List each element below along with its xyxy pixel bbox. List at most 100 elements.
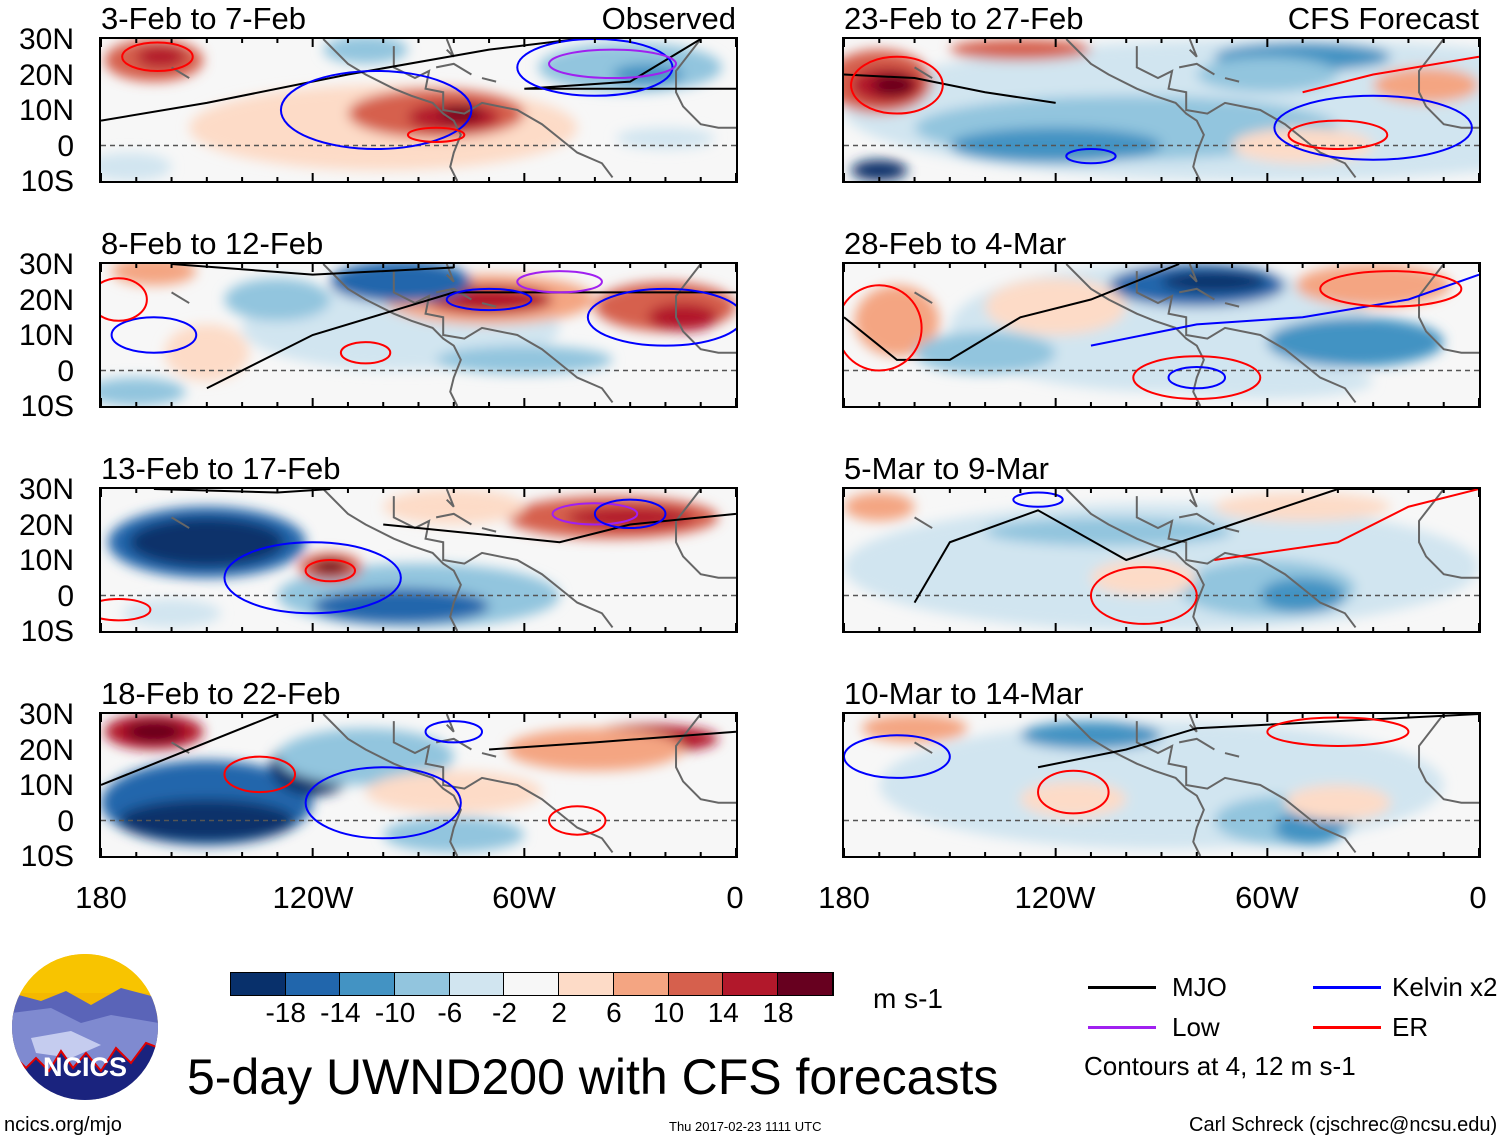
contour (548, 805, 607, 836)
footer-url[interactable]: ncics.org/mjo (4, 1114, 122, 1136)
lon-tick: 60W (492, 880, 556, 915)
colorbar-units: m s-1 (873, 983, 943, 1014)
wind-anomaly-region (1267, 317, 1444, 367)
coastline (914, 741, 933, 754)
contour (844, 264, 1180, 361)
coastline (1065, 39, 1205, 181)
coastline (435, 287, 472, 301)
wind-anomaly-region (1020, 721, 1162, 750)
contour (1065, 148, 1117, 165)
wind-anomaly-region (323, 39, 408, 64)
wind-anomaly-region (312, 560, 348, 575)
contour (383, 512, 736, 544)
contour (223, 541, 402, 615)
coastline (435, 62, 472, 76)
colorbar-swatch (777, 973, 833, 995)
wind-anomaly-region (647, 303, 719, 332)
lat-tick: 0 (57, 129, 74, 163)
colorbar-swatch (559, 973, 614, 995)
colorbar-swatch (504, 973, 560, 995)
contour (101, 39, 578, 122)
wind-anomaly-region (365, 770, 542, 814)
wind-anomaly-region (1090, 560, 1197, 596)
coastline (171, 291, 190, 304)
legend-line-low (1088, 1026, 1156, 1029)
lon-tick: 0 (1469, 880, 1487, 915)
contour (101, 277, 148, 322)
contour (223, 755, 297, 794)
contour (1089, 566, 1198, 625)
coastline (322, 489, 462, 631)
lat-tick: 10N (18, 94, 74, 127)
wind-anomaly-region (1161, 271, 1268, 293)
contour (424, 720, 483, 744)
panel-source-label: CFS Forecast (1287, 1, 1479, 36)
coastline (392, 496, 614, 629)
contour (844, 73, 1056, 104)
contour (524, 39, 736, 90)
lat-tick: 10N (18, 544, 74, 577)
coastline (322, 264, 462, 406)
coastline (445, 264, 455, 283)
coastline (445, 39, 455, 58)
wind-anomaly-region (136, 46, 186, 68)
contour (279, 69, 473, 151)
coastline (1418, 714, 1479, 804)
contour (1132, 355, 1262, 400)
lat-tick: 10S (20, 390, 74, 423)
contour (1319, 270, 1463, 308)
coastline (1178, 737, 1215, 751)
wind-anomaly-region (872, 74, 915, 96)
lon-tick: 180 (818, 880, 870, 915)
contour (1037, 714, 1479, 769)
coastline (675, 39, 736, 129)
contour (101, 598, 152, 622)
colorbar-label: -14 (320, 997, 361, 1028)
coastline (1135, 271, 1357, 404)
wind-anomaly-region (616, 127, 715, 150)
map-panel (99, 37, 738, 183)
coastline (914, 291, 933, 304)
contour (121, 41, 194, 72)
coastline (1135, 496, 1357, 629)
panel-title: 10-Mar to 14-Mar (844, 676, 1084, 711)
wind-anomaly-region (164, 324, 250, 382)
colorbar-label: 6 (606, 997, 622, 1028)
wind-anomaly-region (985, 278, 1127, 335)
wind-anomaly-region (383, 816, 525, 853)
colorbar-label: 10 (653, 997, 685, 1028)
contour (110, 316, 198, 354)
panel-title: 3-Feb to 7-Feb (101, 1, 307, 36)
wind-anomaly-region (111, 264, 197, 286)
coastline (914, 66, 933, 79)
lat-tick: 10S (20, 165, 74, 198)
coastline (481, 527, 497, 533)
lat-tick: 10N (18, 769, 74, 802)
coastline (675, 264, 736, 354)
wind-anomaly-region (1214, 492, 1391, 521)
wind-anomaly-region (879, 721, 1444, 849)
colorbar-label: -2 (492, 997, 517, 1028)
coastline (1135, 721, 1357, 854)
lat-tick: 10N (18, 319, 74, 352)
panel-title: 13-Feb to 17-Feb (101, 451, 341, 486)
coastline (1224, 527, 1240, 533)
contour (1273, 94, 1473, 161)
colorbar-swatch (613, 973, 669, 995)
wind-anomaly-region (854, 285, 940, 357)
legend-label: ER (1392, 1012, 1429, 1042)
contour (516, 270, 603, 294)
legend-line-er (1313, 1026, 1381, 1029)
contour (406, 126, 466, 143)
coastline (1224, 752, 1240, 758)
coastline (1418, 39, 1479, 129)
colorbar-swatch (449, 973, 505, 995)
coastline (481, 77, 497, 83)
legend-line-kelvin (1313, 986, 1381, 989)
contour (1287, 119, 1389, 151)
contour (1167, 365, 1226, 390)
map-panel (842, 487, 1481, 633)
contour (548, 48, 678, 80)
wind-anomaly-region (566, 506, 694, 529)
lat-tick: 30N (18, 23, 74, 56)
